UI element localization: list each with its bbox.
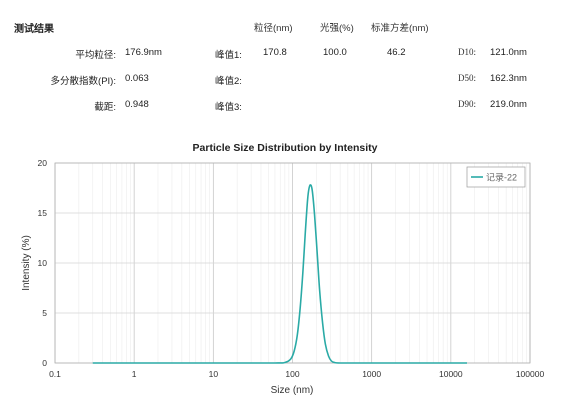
peak1-size: 170.8	[263, 47, 287, 58]
chart-legend: 记录-22	[466, 166, 526, 188]
chart-title: Particle Size Distribution by Intensity	[192, 142, 378, 154]
x-tick-label: 100	[285, 369, 299, 379]
y-tick-label: 0	[42, 358, 47, 368]
d50-label: D50:	[458, 73, 476, 83]
legend-label: 记录-22	[486, 173, 517, 183]
x-tick-label: 10	[209, 369, 219, 379]
x-tick-label: 0.1	[49, 369, 61, 379]
column-intensity-header: 光强(%)	[320, 23, 354, 34]
series-line	[92, 184, 467, 364]
results-heading: 测试结果	[14, 24, 54, 35]
pdi-value: 0.063	[125, 73, 149, 84]
chart-series	[92, 184, 467, 364]
d90-label: D90:	[458, 99, 476, 109]
peak1-label: 峰值1:	[215, 50, 242, 61]
peak2-label: 峰值2:	[215, 76, 242, 87]
peak1-std: 46.2	[387, 47, 406, 58]
y-tick-label: 20	[38, 158, 48, 168]
z-average-label: 平均粒径:	[75, 50, 116, 61]
x-tick-label: 1	[132, 369, 137, 379]
x-axis-label: Size (nm)	[271, 385, 314, 396]
plot-frame	[54, 162, 531, 364]
peak1-intensity: 100.0	[323, 47, 347, 58]
intercept-value: 0.948	[125, 99, 149, 110]
column-size-header: 粒径(nm)	[254, 23, 293, 34]
chart-axes: 0.1 1 10 100 1000 10000 100000 0 5 10 15 20	[38, 158, 545, 379]
y-axis-label: Intensity (%)	[21, 235, 32, 291]
legend-box	[466, 166, 526, 188]
pdi-label: 多分散指数(PI):	[50, 76, 116, 87]
y-tick-label: 15	[38, 208, 48, 218]
d10-label: D10:	[458, 47, 476, 57]
column-std-header: 标准方差(nm)	[371, 23, 429, 34]
y-tick-label: 10	[38, 258, 48, 268]
chart-grid	[54, 162, 531, 364]
d10-value: 121.0nm	[490, 47, 527, 58]
peak3-label: 峰值3:	[215, 102, 242, 113]
z-average-value: 176.9nm	[125, 47, 162, 58]
x-tick-label: 10000	[439, 369, 463, 379]
intercept-label: 截距:	[94, 102, 116, 113]
d90-value: 219.0nm	[490, 99, 527, 110]
x-tick-label: 1000	[362, 369, 381, 379]
y-tick-label: 5	[42, 308, 47, 318]
d50-value: 162.3nm	[490, 73, 527, 84]
x-tick-label: 100000	[516, 369, 545, 379]
